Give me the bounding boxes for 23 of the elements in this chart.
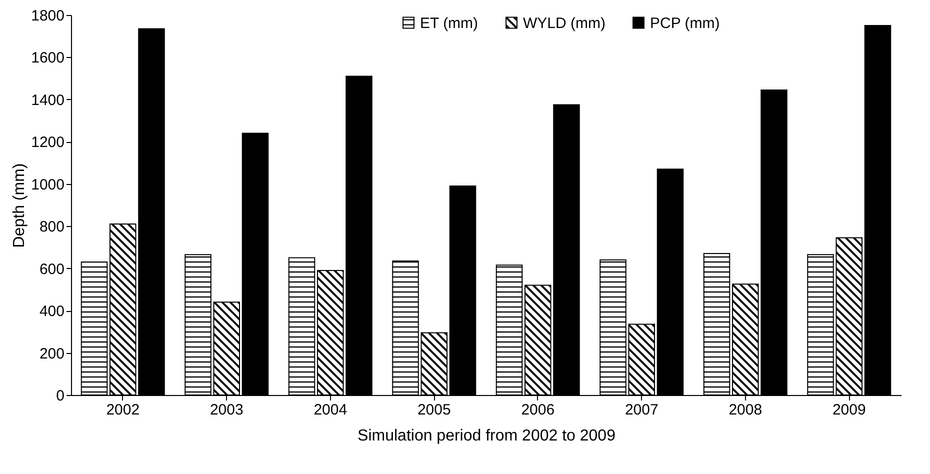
legend-label: PCP (mm) [650,14,720,32]
y-tick-label: 1000 [31,176,64,194]
x-tick-label: 2007 [624,402,658,418]
y-tick-label: 200 [39,345,64,362]
y-tick-label: 1200 [31,134,64,152]
y-tick-label: 1600 [31,50,64,67]
x-tick-label: 2006 [521,402,555,418]
x-tick-label: 2008 [728,402,762,418]
y-tick-label: 400 [39,303,64,320]
x-tick-label: 2003 [210,402,244,418]
x-tick-label: 2009 [832,402,866,418]
legend-label: ET (mm) [420,14,478,32]
y-tick-label: 0 [56,388,64,404]
y-axis-title: Depth (mm) [11,163,28,248]
y-tick-label: 1400 [31,92,64,109]
x-tick-label: 2005 [417,402,451,418]
y-tick-label: 1800 [31,8,64,24]
x-tick-label: 2004 [314,402,348,418]
legend-label: WYLD (mm) [523,14,606,32]
x-tick-label: 2002 [106,402,140,418]
y-tick-label: 800 [39,218,64,236]
y-tick-label: 600 [39,260,64,278]
x-axis-title: Simulation period from 2002 to 2009 [358,428,616,444]
